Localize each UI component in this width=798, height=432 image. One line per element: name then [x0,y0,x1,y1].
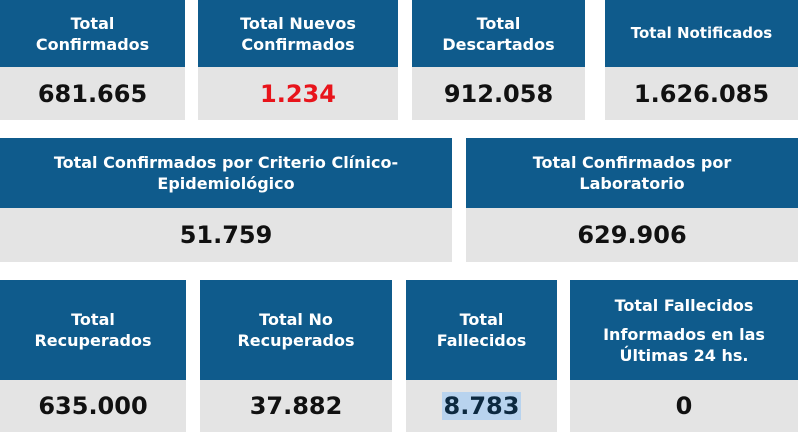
title-text: Total Descartados [442,13,555,54]
card-value: 37.882 [200,380,392,432]
card-value: 51.759 [0,208,452,262]
card-value: 1.234 [198,67,398,120]
title-text: Total Confirmados por Laboratorio [532,153,732,193]
card-value: 635.000 [0,380,186,432]
title-text: Total Fallecidos [436,310,527,350]
title-text: Total Recuperados [34,310,152,350]
title-text: Total Confirmados [35,13,150,54]
title-text: Total Nuevos Confirmados [240,13,356,54]
card-total-fallecidos: Total Fallecidos 8.783 [406,280,557,432]
title-line-2: Informados en las Últimas 24 hs. [603,324,765,365]
card-title: Total Confirmados [0,0,185,67]
title-text: Total Confirmados por Criterio Clínico-E… [53,153,399,193]
card-title: Total Fallecidos Informados en las Últim… [570,280,798,380]
card-title: Total Notificados [605,0,798,67]
card-value: 912.058 [412,67,585,120]
card-total-recuperados: Total Recuperados 635.000 [0,280,186,432]
card-value: 8.783 [406,380,557,432]
card-title: Total No Recuperados [200,280,392,380]
card-title: Total Descartados [412,0,585,67]
card-confirmados-clinico: Total Confirmados por Criterio Clínico-E… [0,138,452,262]
card-total-nuevos-confirmados: Total Nuevos Confirmados 1.234 [198,0,398,120]
card-value: 1.626.085 [605,67,798,120]
card-value: 681.665 [0,67,185,120]
card-title: Total Confirmados por Laboratorio [466,138,798,208]
card-title: Total Recuperados [0,280,186,380]
title-text: Total No Recuperados [237,310,355,350]
card-total-no-recuperados: Total No Recuperados 37.882 [200,280,392,432]
selected-value: 8.783 [441,392,522,420]
card-title: Total Fallecidos [406,280,557,380]
card-title: Total Confirmados por Criterio Clínico-E… [0,138,452,208]
card-total-confirmados: Total Confirmados 681.665 [0,0,185,120]
card-fallecidos-24hs: Total Fallecidos Informados en las Últim… [570,280,798,432]
card-total-descartados: Total Descartados 912.058 [412,0,585,120]
card-total-notificados: Total Notificados 1.626.085 [605,0,798,120]
card-value: 0 [570,380,798,432]
card-confirmados-laboratorio: Total Confirmados por Laboratorio 629.90… [466,138,798,262]
card-title: Total Nuevos Confirmados [198,0,398,67]
card-value: 629.906 [466,208,798,262]
title-line-1: Total Fallecidos [614,295,754,315]
